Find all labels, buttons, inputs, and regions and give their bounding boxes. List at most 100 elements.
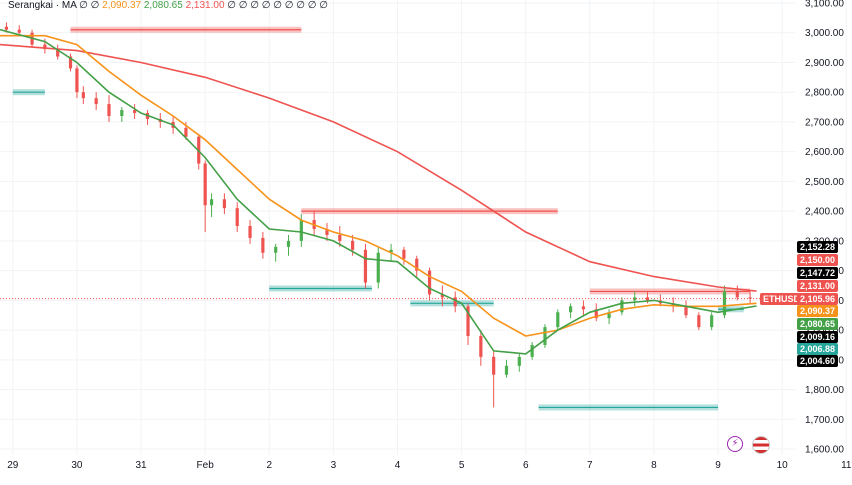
- x-tick-label: 4: [395, 460, 401, 471]
- candle-body: [81, 92, 85, 99]
- candle-body: [517, 356, 521, 366]
- candle-body: [645, 297, 650, 301]
- ma-slow-line: [0, 43, 757, 292]
- candle-body: [581, 306, 586, 310]
- ma-fast-line: [0, 28, 757, 355]
- candle-body: [94, 98, 98, 105]
- price-tag: 2,004.60: [797, 355, 839, 367]
- x-tick-label: 11: [841, 460, 852, 471]
- price-tag: 2,147.72: [797, 267, 839, 279]
- candle-body: [633, 297, 637, 301]
- symbol-tag: ETHUSD: [760, 292, 804, 305]
- price-tag: 2,009.16: [797, 331, 839, 343]
- indicator-legend[interactable]: Serangkai · MA ∅ ∅ 2,090.37 2,080.65 2,1…: [8, 0, 328, 11]
- candle-body: [492, 356, 496, 375]
- candle-body: [748, 297, 752, 299]
- candle-body: [56, 49, 60, 57]
- x-tick-label: 31: [135, 460, 147, 471]
- x-tick-label: Feb: [197, 460, 215, 471]
- lightning-icon[interactable]: ⚡: [727, 436, 743, 452]
- candle-body: [402, 249, 406, 259]
- candle-body: [556, 312, 560, 328]
- candle-body: [594, 309, 598, 319]
- y-tick-label: 2,800.00: [805, 88, 844, 99]
- x-tick-label: 2: [266, 460, 272, 471]
- y-tick-label: 2,700.00: [805, 117, 844, 128]
- candle-body: [68, 56, 73, 69]
- candle-body: [261, 237, 265, 253]
- candle-body: [543, 327, 547, 345]
- candle-body: [338, 234, 342, 241]
- candle-body: [133, 110, 137, 114]
- candle-body: [351, 240, 355, 250]
- legend-value-mid: 2,090.37: [102, 0, 142, 11]
- price-tag: 2,105.96: [797, 293, 839, 305]
- y-tick-label: 2,600.00: [805, 147, 844, 158]
- y-tick-label: 2,400.00: [805, 207, 844, 218]
- candle-body: [671, 303, 675, 307]
- candle-body: [735, 291, 739, 298]
- x-tick-label: 5: [459, 460, 465, 471]
- candle-body: [479, 336, 483, 357]
- y-tick-label: 1,600.00: [805, 445, 844, 456]
- candle-body: [722, 291, 727, 316]
- candle-body: [710, 315, 714, 328]
- candles: [4, 22, 752, 408]
- y-tick-label: 1,800.00: [805, 385, 844, 396]
- price-tag: 2,131.00: [797, 280, 839, 292]
- indicator-name: Serangkai · MA: [8, 0, 77, 11]
- candle-body: [389, 249, 393, 253]
- candle-body: [209, 199, 214, 206]
- candle-body: [248, 226, 252, 238]
- candle-body: [530, 344, 534, 357]
- ma-mid-line: [0, 34, 757, 337]
- volume-profile-bands: [12, 26, 751, 411]
- y-tick-label: 2,500.00: [805, 177, 844, 188]
- indicator-placeholders: ∅ ∅: [79, 0, 100, 11]
- candle-body: [620, 300, 624, 313]
- candle-body: [440, 294, 444, 298]
- candle-body: [235, 208, 239, 227]
- price-tag: 2,090.37: [797, 305, 839, 317]
- x-tick-label: 8: [651, 460, 657, 471]
- candle-body: [504, 365, 509, 375]
- candle-body: [286, 240, 291, 247]
- price-tag: 2,150.00: [797, 254, 839, 266]
- candle-body: [684, 306, 688, 316]
- candle-body: [376, 252, 380, 283]
- x-tick-label: 30: [71, 460, 83, 471]
- x-tick-label: 7: [587, 460, 593, 471]
- candle-body: [607, 312, 611, 319]
- moving-averages: [0, 28, 757, 355]
- chart-grid: [0, 0, 847, 455]
- candle-body: [569, 306, 573, 313]
- candle-body: [43, 44, 47, 50]
- x-axis[interactable]: 29 30 31 Feb 2 3 4 5 6 7 8 9 10 11: [7, 460, 852, 471]
- candle-body: [75, 68, 79, 93]
- x-tick-label: 3: [331, 460, 337, 471]
- y-axis[interactable]: 3,100.00 3,000.00 2,900.00 2,800.00 2,700.00…: [805, 0, 844, 456]
- candle-body: [274, 246, 278, 253]
- candle-body: [120, 110, 124, 116]
- us-flag-icon[interactable]: [752, 436, 770, 454]
- y-tick-label: 2,900.00: [805, 58, 844, 69]
- candle-body: [363, 249, 368, 283]
- indicator-tail: ∅ ∅ ∅ ∅ ∅ ∅ ∅ ∅ ∅: [227, 0, 328, 11]
- y-tick-label: 1,700.00: [805, 415, 844, 426]
- candle-body: [299, 220, 303, 241]
- candle-body: [427, 270, 432, 295]
- y-tick-label: 3,100.00: [805, 0, 844, 9]
- x-tick-label: 6: [523, 460, 529, 471]
- legend-value-slow: 2,131.00: [185, 0, 225, 11]
- candle-body: [453, 297, 457, 307]
- candle-body: [325, 228, 329, 235]
- legend-value-fast: 2,080.65: [143, 0, 183, 11]
- candle-body: [4, 26, 9, 30]
- candle-body: [697, 315, 701, 328]
- y-tick-label: 3,000.00: [805, 28, 844, 39]
- candle-body: [222, 199, 226, 209]
- candle-body: [203, 163, 207, 206]
- x-tick-label: 9: [715, 460, 721, 471]
- candle-body: [184, 127, 188, 137]
